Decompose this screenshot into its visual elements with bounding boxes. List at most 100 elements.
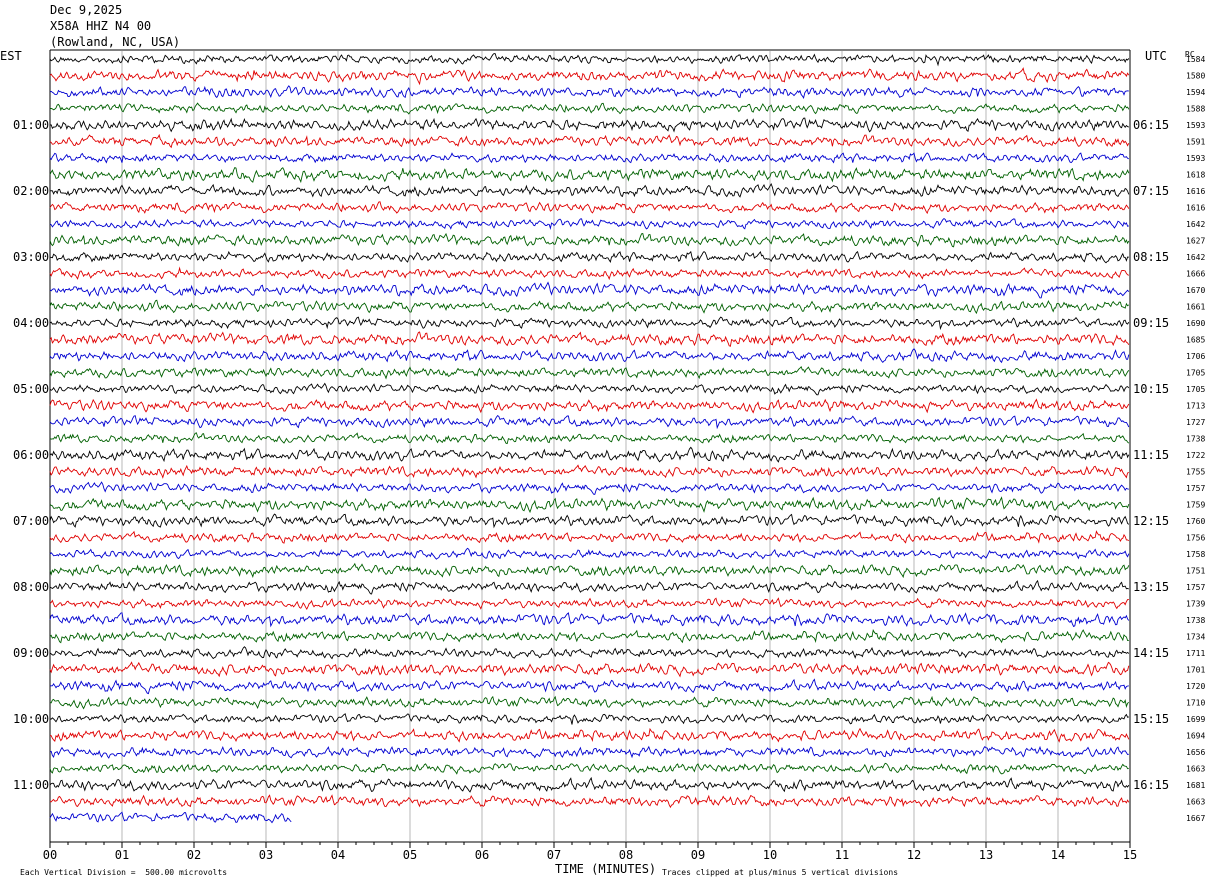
utc-hour-label: 13:15 <box>1133 580 1169 594</box>
utc-hour-label: 15:15 <box>1133 712 1169 726</box>
utc-hour-label: 08:15 <box>1133 250 1169 264</box>
row-value-label: 1757 <box>1186 583 1205 592</box>
trace-row <box>49 762 1129 775</box>
trace-row <box>49 727 1130 743</box>
utc-hour-label: 12:15 <box>1133 514 1169 528</box>
row-value-label: 1722 <box>1186 451 1205 460</box>
trace-row <box>49 794 1130 809</box>
rms-column-header: RC <box>1185 50 1195 59</box>
row-value-label: 1760 <box>1186 517 1205 526</box>
right-timezone-label: UTC <box>1145 49 1167 63</box>
utc-hour-label: 07:15 <box>1133 184 1169 198</box>
row-value-label: 1694 <box>1186 732 1205 741</box>
trace-row <box>49 661 1130 678</box>
est-hour-label: 04:00 <box>13 316 49 330</box>
scale-note: Each Vertical Division = 500.00 microvol… <box>20 868 228 877</box>
row-value-label: 1580 <box>1186 72 1205 81</box>
est-hour-label: 10:00 <box>13 712 49 726</box>
trace-row <box>49 579 1129 595</box>
utc-hour-label: 09:15 <box>1133 316 1169 330</box>
row-value-label: 1727 <box>1186 418 1205 427</box>
trace-row <box>49 432 1130 445</box>
row-value-label: 1705 <box>1186 369 1205 378</box>
row-value-label: 1690 <box>1186 319 1205 328</box>
traces <box>49 53 1130 824</box>
trace-row <box>49 547 1130 560</box>
clip-note: Traces clipped at plus/minus 5 vertical … <box>662 868 899 877</box>
row-value-label: 1738 <box>1186 435 1205 444</box>
row-value-label: 1755 <box>1186 468 1205 477</box>
row-value-label: 1627 <box>1186 237 1205 246</box>
utc-hour-label: 10:15 <box>1133 382 1169 396</box>
trace-row <box>49 331 1130 347</box>
est-hour-label: 01:00 <box>13 118 49 132</box>
x-tick-label: 01 <box>115 848 129 862</box>
row-value-label: 1656 <box>1186 748 1205 757</box>
row-value-label: 1720 <box>1186 682 1205 691</box>
utc-hour-label: 14:15 <box>1133 646 1169 660</box>
x-tick-label: 00 <box>43 848 57 862</box>
trace-row <box>49 152 1130 164</box>
trace-row <box>49 102 1130 115</box>
x-tick-label: 03 <box>259 848 273 862</box>
trace-row <box>49 464 1129 479</box>
trace-row <box>49 382 1130 396</box>
x-tick-label: 10 <box>763 848 777 862</box>
utc-hour-label: 06:15 <box>1133 118 1169 132</box>
row-value-label: 1706 <box>1186 352 1205 361</box>
row-value-label: 1751 <box>1186 567 1205 576</box>
trace-row <box>49 646 1130 660</box>
x-tick-label: 09 <box>691 848 705 862</box>
row-value-label: 1666 <box>1186 270 1205 279</box>
trace-row <box>49 53 1130 67</box>
x-tick-label: 02 <box>187 848 201 862</box>
minute-grid <box>49 49 1131 848</box>
trace-row <box>49 85 1129 100</box>
trace-row <box>49 811 292 824</box>
row-value-label: 1699 <box>1186 715 1205 724</box>
x-tick-label: 12 <box>907 848 921 862</box>
est-hour-label: 07:00 <box>13 514 49 528</box>
row-value-label: 1618 <box>1186 171 1205 180</box>
row-value-label: 1701 <box>1186 666 1205 675</box>
x-tick-label: 05 <box>403 848 417 862</box>
row-value-label: 1710 <box>1186 699 1205 708</box>
trace-row <box>49 348 1130 364</box>
est-hour-label: 06:00 <box>13 448 49 462</box>
trace-row <box>49 316 1130 331</box>
row-value-label: 1591 <box>1186 138 1205 147</box>
row-value-label: 1759 <box>1186 501 1205 510</box>
trace-row <box>49 167 1130 184</box>
row-value-label: 1616 <box>1186 187 1205 196</box>
trace-row <box>49 133 1130 149</box>
x-tick-label: 06 <box>475 848 489 862</box>
row-value-label: 1758 <box>1186 550 1205 559</box>
row-value-label: 1584 <box>1186 55 1205 64</box>
est-hour-label: 02:00 <box>13 184 49 198</box>
left-timezone-label: EST <box>0 49 22 63</box>
trace-row <box>49 365 1130 380</box>
row-value-label: 1593 <box>1186 121 1205 130</box>
trace-row <box>49 250 1129 264</box>
row-value-label: 1739 <box>1186 600 1205 609</box>
row-value-label: 1667 <box>1186 814 1205 823</box>
x-tick-label: 11 <box>835 848 849 862</box>
row-value-label: 1681 <box>1186 781 1205 790</box>
x-tick-label: 07 <box>547 848 561 862</box>
trace-row <box>49 629 1129 644</box>
est-hour-label: 09:00 <box>13 646 49 660</box>
row-value-label: 1756 <box>1186 534 1205 543</box>
row-value-label: 1663 <box>1186 765 1205 774</box>
x-tick-label: 08 <box>619 848 633 862</box>
est-hour-label: 03:00 <box>13 250 49 264</box>
row-value-label: 1757 <box>1186 484 1205 493</box>
row-value-label: 1642 <box>1186 253 1205 262</box>
trace-row <box>49 481 1129 495</box>
trace-row <box>49 266 1129 281</box>
trace-row <box>49 218 1129 231</box>
utc-hour-label: 16:15 <box>1133 778 1169 792</box>
row-value-label: 1642 <box>1186 220 1205 229</box>
trace-row <box>49 117 1129 133</box>
est-hour-label: 05:00 <box>13 382 49 396</box>
